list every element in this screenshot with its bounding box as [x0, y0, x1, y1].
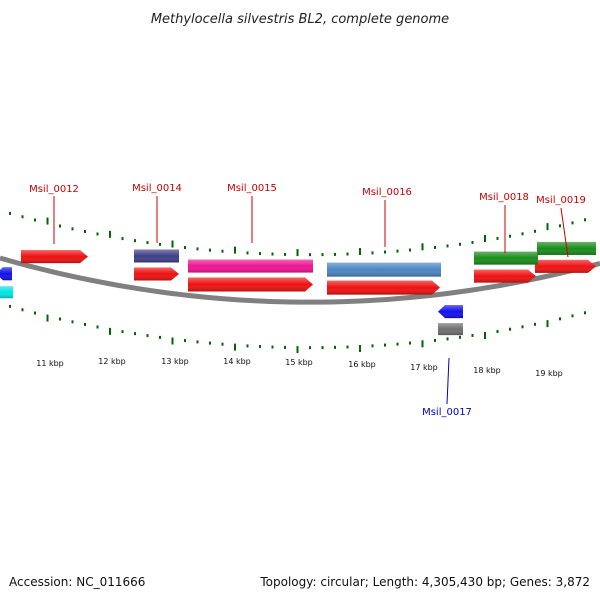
leader-line [446, 357, 450, 405]
feature-msil-0018 [474, 251, 538, 265]
gene-features [0, 241, 596, 336]
kbp-label-19: 19 kbp [535, 369, 563, 378]
kbp-label-13: 13 kbp [161, 357, 189, 366]
genome-summary-text: Topology: circular; Length: 4,305,430 bp… [259, 575, 590, 589]
kbp-label-11: 11 kbp [36, 359, 64, 368]
kbp-axis-labels: 11 kbp 12 kbp 13 kbp 14 kbp 15 kbp 16 kb… [36, 357, 563, 378]
feature-msil-0014 [134, 249, 179, 263]
map-title: Methylocella silvestris BL2, complete ge… [151, 12, 449, 27]
kbp-label-18: 18 kbp [473, 366, 501, 375]
gene-label-msil-0014: Msil_0014 [132, 183, 182, 194]
gene-label-msil-0015: Msil_0015 [227, 183, 277, 194]
gene-msil-0012 [21, 250, 88, 264]
kbp-label-14: 14 kbp [223, 357, 251, 366]
gene-msil-0014 [134, 267, 179, 281]
gene-labels: Msil_0012 Msil_0014 Msil_0015 Msil_0016 … [29, 183, 586, 418]
accession-text: Accession: NC_011666 [9, 575, 145, 589]
genome-backbone [0, 255, 600, 305]
kbp-label-12: 12 kbp [98, 357, 126, 366]
feature-msil-0015 [188, 259, 313, 273]
kbp-label-16: 16 kbp [348, 360, 376, 369]
gene-msil-0016 [327, 280, 440, 295]
feature-msil-0016 [327, 262, 441, 277]
gene-msil-0018 [474, 269, 536, 283]
gene-label-msil-0016: Msil_0016 [362, 187, 412, 198]
kbp-label-15: 15 kbp [285, 358, 313, 367]
feature-msil-0017 [438, 323, 463, 336]
kbp-label-17: 17 kbp [410, 363, 438, 372]
gene-msil-0017 [438, 305, 463, 319]
label-leader-lines [53, 196, 569, 405]
gene-msil-0015 [188, 277, 313, 292]
gene-label-msil-0019: Msil_0019 [536, 195, 586, 206]
gene-label-msil-0018: Msil_0018 [479, 192, 529, 203]
tick-marks-bottom [9, 304, 586, 354]
gene-reverse-left [0, 267, 12, 281]
gene-label-msil-0017: Msil_0017 [422, 407, 472, 418]
gene-label-msil-0012: Msil_0012 [29, 184, 79, 195]
feature-reverse-left [0, 286, 13, 299]
leader-line [560, 207, 569, 258]
tick-marks-top [9, 211, 586, 257]
gene-msil-0019 [535, 259, 596, 273]
